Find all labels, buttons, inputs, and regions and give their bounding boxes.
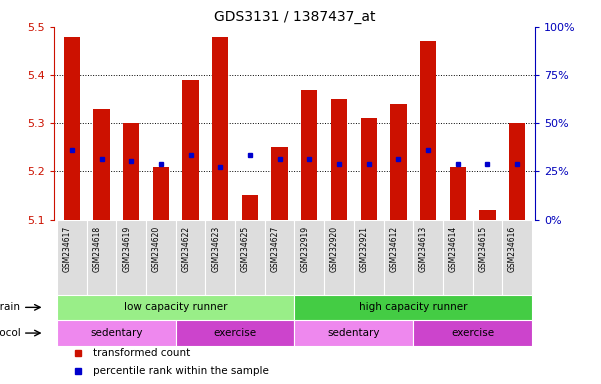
Bar: [383, 220, 413, 295]
Bar: [443, 220, 472, 295]
Text: exercise: exercise: [213, 328, 257, 338]
Text: GSM234612: GSM234612: [389, 225, 398, 272]
Text: strain: strain: [0, 302, 20, 312]
Bar: [212, 36, 228, 220]
Bar: [175, 220, 206, 295]
Bar: [413, 220, 443, 295]
Bar: [87, 220, 117, 295]
Title: GDS3131 / 1387437_at: GDS3131 / 1387437_at: [214, 10, 375, 25]
Text: GSM234618: GSM234618: [93, 225, 102, 272]
Bar: [301, 89, 317, 220]
Text: GSM232920: GSM232920: [330, 225, 339, 272]
Text: GSM234623: GSM234623: [212, 225, 221, 272]
Bar: [153, 167, 169, 220]
Bar: [93, 109, 110, 220]
Bar: [57, 295, 294, 320]
Bar: [479, 210, 496, 220]
Bar: [354, 220, 383, 295]
Bar: [390, 104, 406, 220]
Bar: [235, 220, 265, 295]
Bar: [57, 220, 87, 295]
Bar: [509, 123, 525, 220]
Text: GSM234614: GSM234614: [449, 225, 458, 272]
Bar: [175, 320, 294, 346]
Bar: [324, 220, 354, 295]
Bar: [242, 195, 258, 220]
Bar: [64, 36, 80, 220]
Text: high capacity runner: high capacity runner: [359, 302, 468, 312]
Bar: [57, 320, 175, 346]
Text: GSM234616: GSM234616: [508, 225, 517, 272]
Bar: [146, 220, 175, 295]
Text: GSM232921: GSM232921: [359, 225, 368, 271]
Text: sedentary: sedentary: [328, 328, 380, 338]
Bar: [331, 99, 347, 220]
Text: GSM234615: GSM234615: [478, 225, 487, 272]
Bar: [117, 220, 146, 295]
Bar: [450, 167, 466, 220]
Bar: [472, 220, 502, 295]
Bar: [361, 118, 377, 220]
Text: low capacity runner: low capacity runner: [124, 302, 228, 312]
Bar: [294, 320, 413, 346]
Text: exercise: exercise: [451, 328, 494, 338]
Bar: [265, 220, 294, 295]
Bar: [294, 295, 532, 320]
Text: GSM234617: GSM234617: [63, 225, 72, 272]
Text: GSM234619: GSM234619: [122, 225, 131, 272]
Text: GSM234613: GSM234613: [419, 225, 428, 272]
Text: GSM234625: GSM234625: [241, 225, 250, 272]
Bar: [123, 123, 139, 220]
Bar: [272, 147, 288, 220]
Text: GSM234620: GSM234620: [152, 225, 161, 272]
Bar: [502, 220, 532, 295]
Text: GSM234622: GSM234622: [182, 225, 191, 272]
Bar: [294, 220, 324, 295]
Text: GSM234627: GSM234627: [270, 225, 279, 272]
Text: protocol: protocol: [0, 328, 20, 338]
Text: sedentary: sedentary: [90, 328, 142, 338]
Bar: [420, 41, 436, 220]
Bar: [183, 80, 199, 220]
Text: percentile rank within the sample: percentile rank within the sample: [93, 366, 269, 376]
Text: transformed count: transformed count: [93, 348, 190, 358]
Bar: [206, 220, 235, 295]
Text: GSM232919: GSM232919: [300, 225, 310, 272]
Bar: [413, 320, 532, 346]
